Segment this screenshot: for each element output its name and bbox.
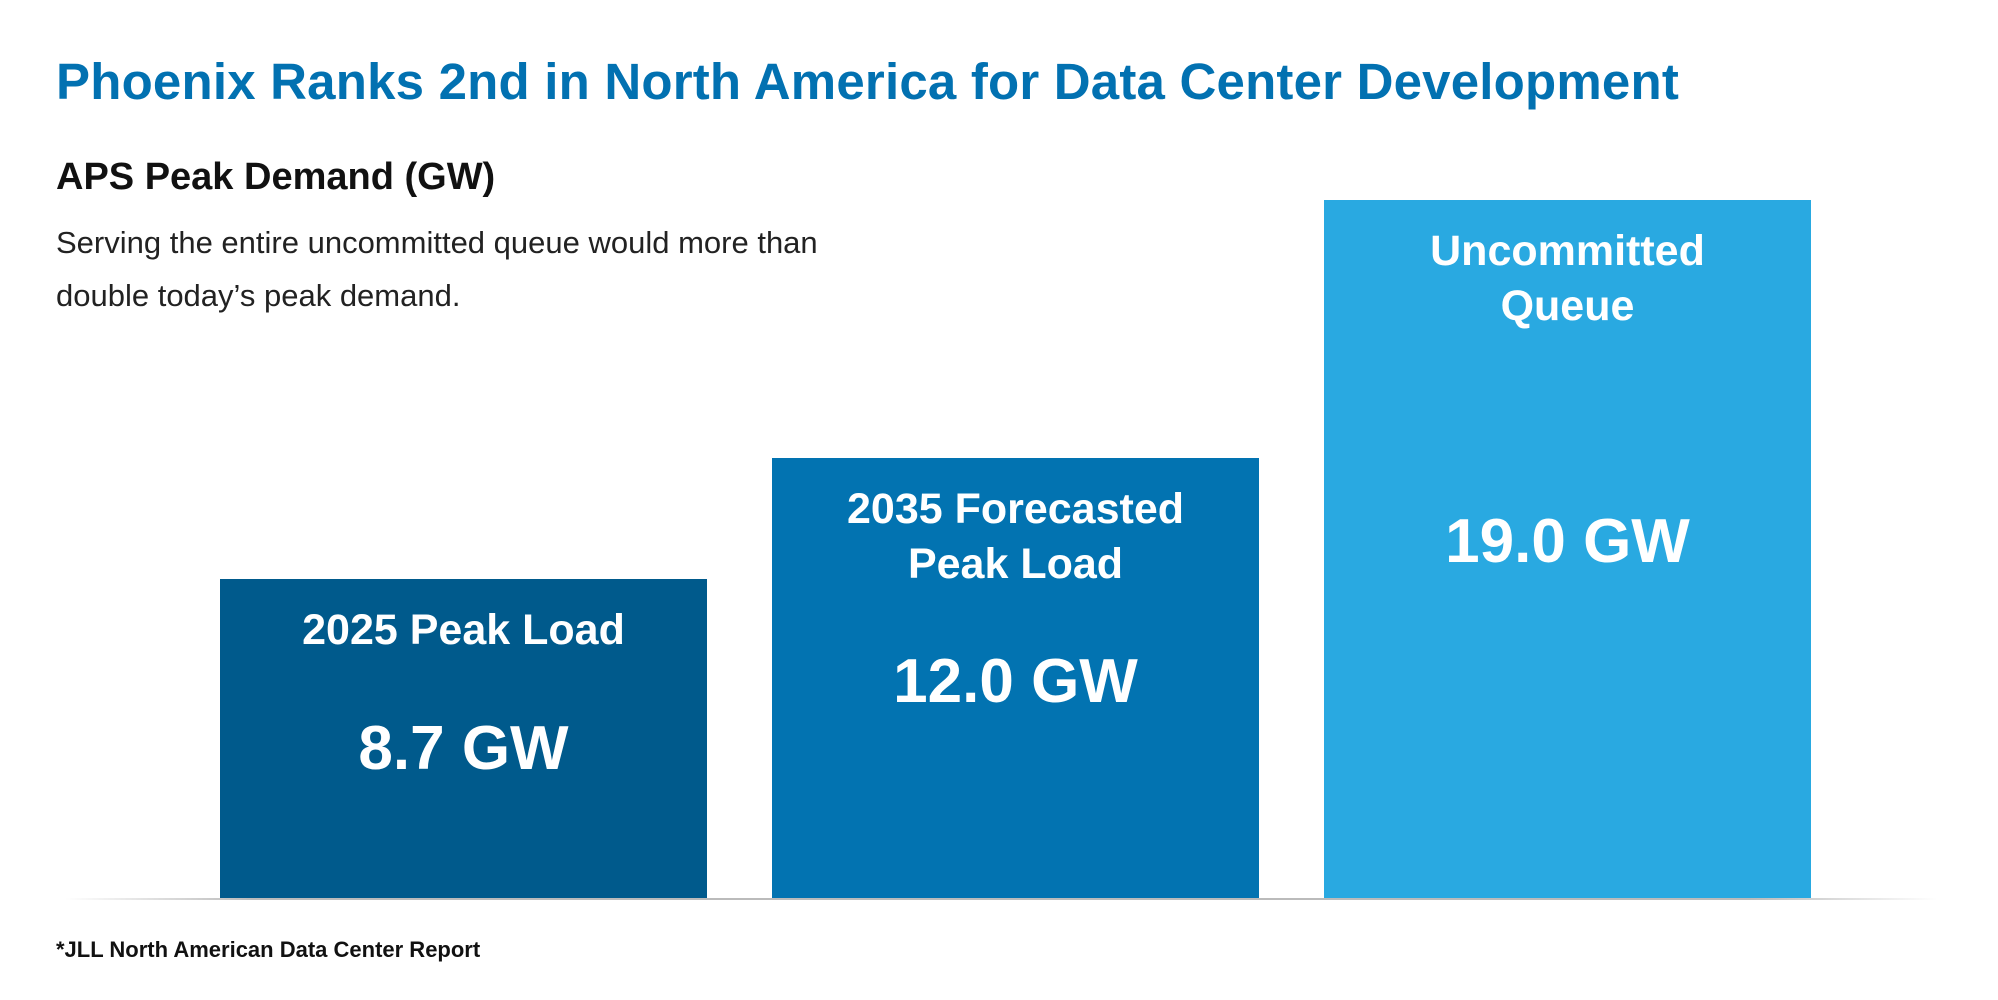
bar-2: 2035 Forecasted Peak Load 12.0 GW [772,457,1259,899]
bar-label: Uncommitted [1430,227,1705,275]
bar-label: 2025 Peak Load [302,605,625,654]
chart-description: Serving the entire uncommitted queue wou… [56,216,1016,322]
bar-1: 2025 Peak Load 8.7 GW [220,578,707,899]
bar-3: Uncommitted Queue 19.0 GW [1324,200,1811,899]
bar-value-label: 12.0 GW [893,646,1138,716]
footnote: *JLL North American Data Center Report [56,937,481,962]
bar-value-label: 8.7 GW [358,713,569,783]
description-line: Serving the entire uncommitted queue wou… [56,225,818,260]
description-line: double today’s peak demand. [56,278,461,313]
bar-label: Peak Load [907,539,1124,588]
bar-label: 2035 Forecasted [846,484,1185,533]
chart-title: Phoenix Ranks 2nd in North America for D… [56,53,1680,110]
x-axis-line [65,898,1937,900]
chart-subtitle: APS Peak Demand (GW) [56,156,496,198]
bar-label: Queue [1500,282,1635,330]
bar-value-label: 19.0 GW [1445,507,1690,576]
